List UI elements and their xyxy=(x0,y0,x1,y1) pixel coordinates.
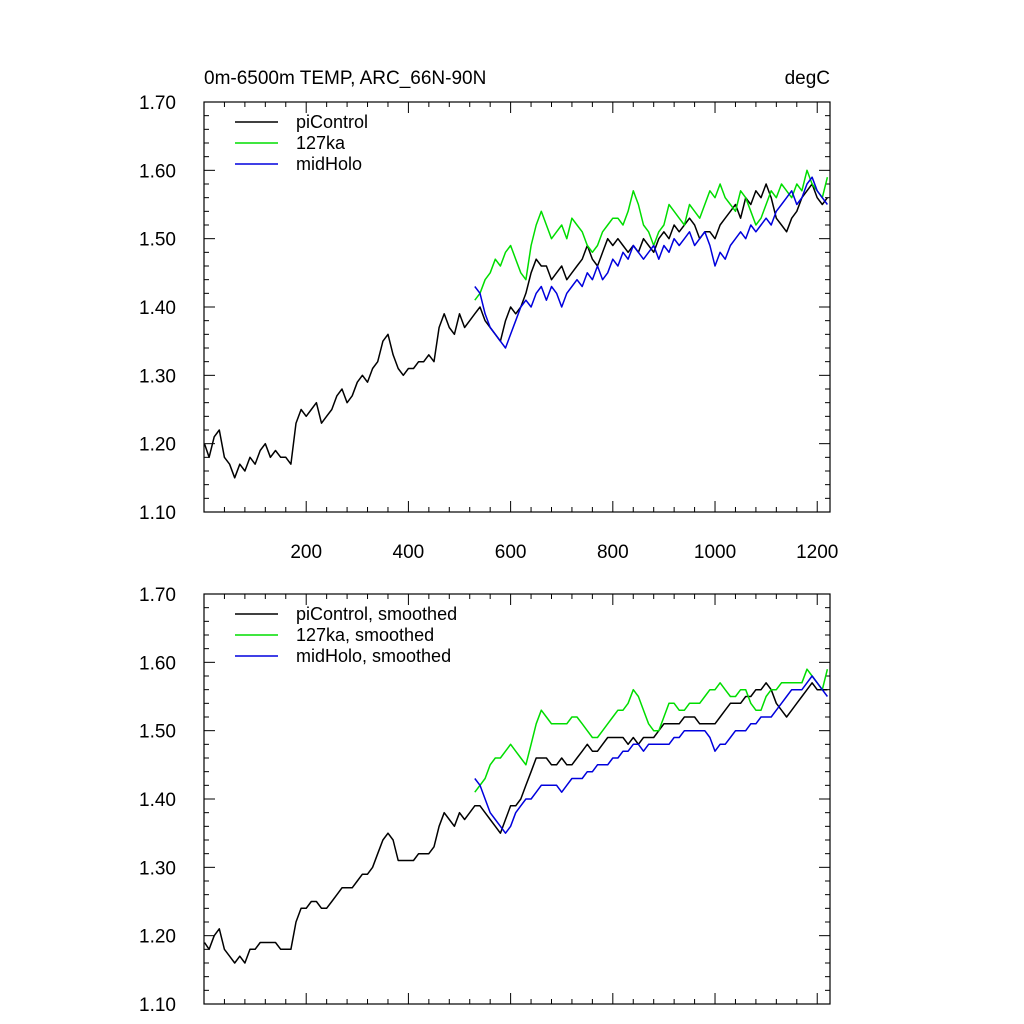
y-tick-label: 1.10 xyxy=(139,503,176,524)
y-tick-label: 1.20 xyxy=(139,927,176,948)
y-tick-label: 1.40 xyxy=(139,298,176,319)
series-line xyxy=(203,183,829,479)
legend-entry: 127ka, smoothed xyxy=(296,625,434,645)
y-tick-label: 1.30 xyxy=(139,366,176,387)
series-line xyxy=(474,176,829,349)
series-line xyxy=(474,169,829,301)
plot-frame xyxy=(203,593,831,1005)
legend-entry: midHolo, smoothed xyxy=(296,646,451,666)
series-line xyxy=(474,668,829,793)
y-tick-label: 1.70 xyxy=(139,93,176,114)
top-panel: 0m-6500m TEMP, ARC_66N-90N degC 1.10 1.20… xyxy=(139,68,838,563)
chart-units: degC xyxy=(785,68,830,89)
axis-ticks xyxy=(204,593,830,1005)
legend-entry: 127ka xyxy=(296,133,346,153)
legend-entry: piControl, smoothed xyxy=(296,604,457,624)
x-tick-label: 400 xyxy=(393,542,425,563)
y-tick-label: 1.50 xyxy=(139,722,176,743)
x-tick-label: 1000 xyxy=(694,542,736,563)
y-tick-label: 1.70 xyxy=(139,585,176,606)
y-tick-labels: 1.10 1.20 1.30 1.40 1.50 1.60 1.70 xyxy=(139,93,176,524)
series-line xyxy=(203,682,828,964)
bottom-panel: 1.10 1.20 1.30 1.40 1.50 1.60 1.70 piControl, … xyxy=(139,585,831,1016)
x-tick-label: 800 xyxy=(597,542,629,563)
y-tick-label: 1.30 xyxy=(139,858,176,879)
plot-frame xyxy=(203,101,831,513)
y-tick-label: 1.50 xyxy=(139,230,176,251)
x-tick-label: 200 xyxy=(290,542,322,563)
x-tick-label: 600 xyxy=(495,542,527,563)
x-tick-labels: 200 400 600 800 1000 1200 xyxy=(290,542,838,563)
series-line xyxy=(474,675,829,834)
y-tick-label: 1.60 xyxy=(139,161,176,182)
x-tick-label: 1200 xyxy=(796,542,838,563)
legend-entry: midHolo xyxy=(296,154,362,174)
y-tick-label: 1.20 xyxy=(139,435,176,456)
series-lines xyxy=(203,668,829,964)
chart-title: 0m-6500m TEMP, ARC_66N-90N xyxy=(204,68,486,89)
y-tick-label: 1.60 xyxy=(139,653,176,674)
series-lines xyxy=(203,169,829,479)
y-tick-labels: 1.10 1.20 1.30 1.40 1.50 1.60 1.70 xyxy=(139,585,176,1016)
legend-entry: piControl xyxy=(296,112,368,132)
y-tick-label: 1.10 xyxy=(139,995,176,1016)
y-tick-label: 1.40 xyxy=(139,790,176,811)
